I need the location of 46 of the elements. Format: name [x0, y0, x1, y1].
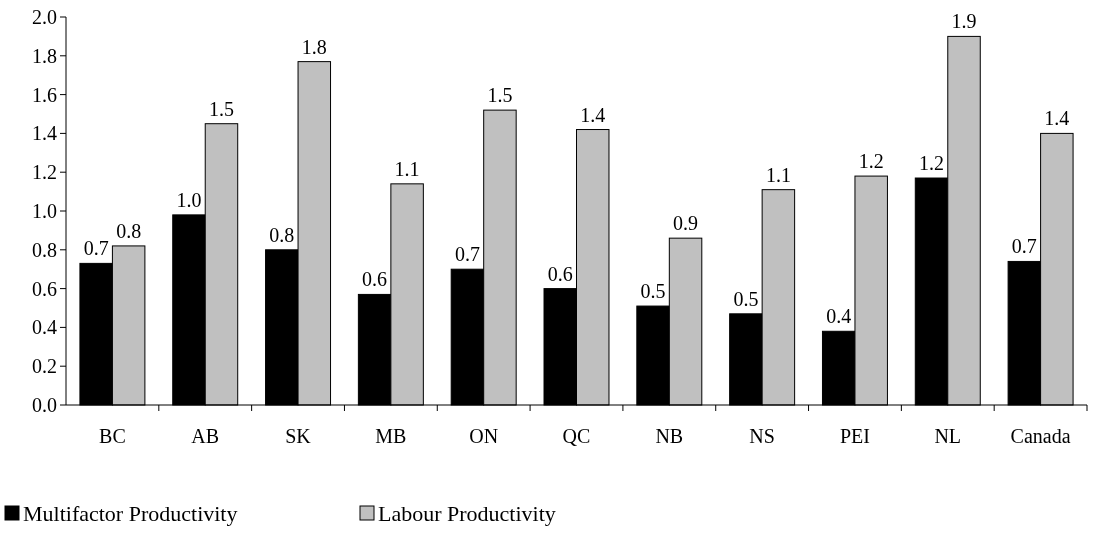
- data-label: 0.5: [733, 287, 759, 310]
- y-tick-label: 1.0: [32, 200, 57, 222]
- data-label: 0.7: [83, 237, 109, 260]
- x-tick-label: ON: [469, 425, 499, 447]
- legend-label: Multifactor Productivity: [23, 500, 238, 526]
- legend-label: Labour Productivity: [378, 500, 556, 526]
- data-label: 1.5: [487, 84, 513, 107]
- y-tick-label: 0.8: [32, 238, 57, 261]
- data-label: 1.4: [1044, 107, 1070, 130]
- data-label: 1.2: [919, 152, 945, 175]
- x-tick-label: Canada: [1010, 425, 1071, 447]
- y-tick-label: 1.2: [32, 161, 57, 184]
- data-label: 1.5: [208, 97, 234, 120]
- data-label: 1.8: [301, 35, 327, 58]
- x-tick-label: SK: [285, 425, 312, 447]
- data-label: 1.0: [176, 188, 202, 211]
- data-label: 1.4: [580, 103, 606, 126]
- data-label: 1.2: [858, 150, 884, 173]
- y-tick-label: 0.0: [32, 394, 57, 416]
- y-tick-label: 1.6: [32, 83, 57, 106]
- data-label: 0.6: [547, 262, 573, 285]
- y-tick-label: 0.4: [32, 316, 57, 339]
- data-label: 1.9: [951, 10, 977, 33]
- y-tick-label: 1.8: [32, 44, 57, 67]
- data-label: 0.8: [116, 219, 142, 242]
- x-tick-label: MB: [375, 425, 407, 447]
- data-label: 1.1: [765, 163, 791, 186]
- data-label: 0.6: [362, 268, 388, 291]
- data-label: 1.1: [394, 157, 420, 180]
- x-tick-label: PEI: [839, 425, 870, 447]
- y-tick-label: 0.2: [32, 355, 57, 378]
- data-label: 0.8: [269, 223, 295, 246]
- x-tick-label: NS: [749, 425, 775, 447]
- y-tick-label: 2.0: [32, 6, 57, 28]
- y-tick-label: 1.4: [32, 122, 57, 145]
- x-tick-label: AB: [191, 425, 220, 447]
- data-label: 0.4: [826, 305, 852, 328]
- x-tick-label: QC: [562, 425, 591, 447]
- y-tick-label: 0.6: [32, 277, 57, 300]
- data-label: 0.5: [640, 280, 666, 303]
- data-label: 0.7: [1011, 235, 1037, 258]
- data-label: 0.7: [454, 243, 480, 266]
- x-tick-label: NL: [934, 425, 962, 447]
- x-tick-label: NB: [655, 425, 684, 447]
- x-tick-label: BC: [99, 425, 126, 447]
- data-label: 0.9: [673, 212, 699, 235]
